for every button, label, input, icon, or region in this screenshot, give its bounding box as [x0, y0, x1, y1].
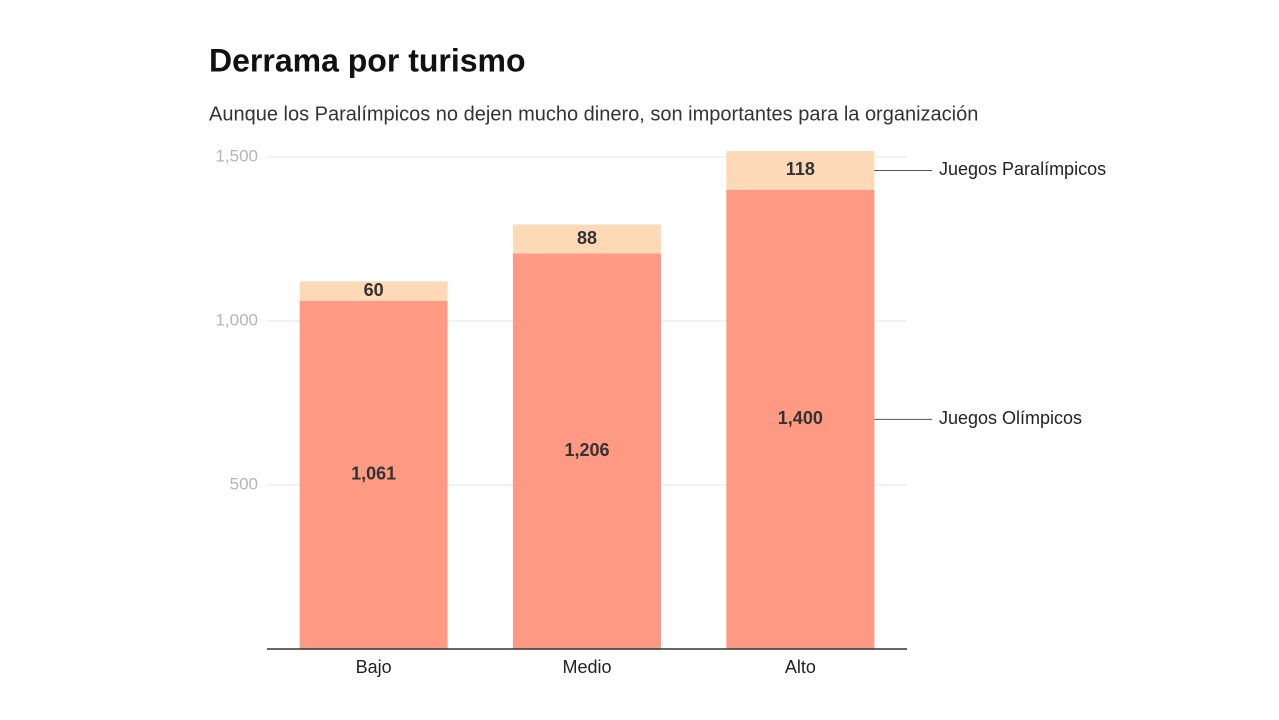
bar-segment	[726, 151, 875, 190]
value-label: 1,206	[564, 440, 609, 460]
value-label: 60	[364, 280, 384, 300]
chart-subtitle: Aunque los Paralímpicos no dejen mucho d…	[209, 103, 978, 125]
bar-segment	[299, 281, 448, 301]
bar-segment	[299, 300, 448, 649]
y-tick-label: 1,000	[215, 310, 258, 329]
bar-segment	[513, 253, 661, 649]
bar-segment	[726, 189, 875, 650]
x-tick-label: Medio	[562, 657, 611, 677]
y-tick-label: 1,500	[215, 146, 258, 165]
bar-segment	[513, 224, 661, 254]
value-label: 88	[577, 228, 597, 248]
legend-label: Juegos Olímpicos	[939, 408, 1082, 428]
value-label: 118	[786, 159, 815, 179]
chart-title: Derrama por turismo	[209, 42, 526, 78]
legend-label: Juegos Paralímpicos	[939, 159, 1106, 179]
value-label: 1,400	[778, 408, 823, 428]
x-tick-label: Bajo	[356, 657, 392, 677]
value-label: 1,061	[351, 464, 396, 484]
x-tick-label: Alto	[785, 657, 816, 677]
y-tick-label: 500	[230, 474, 258, 493]
